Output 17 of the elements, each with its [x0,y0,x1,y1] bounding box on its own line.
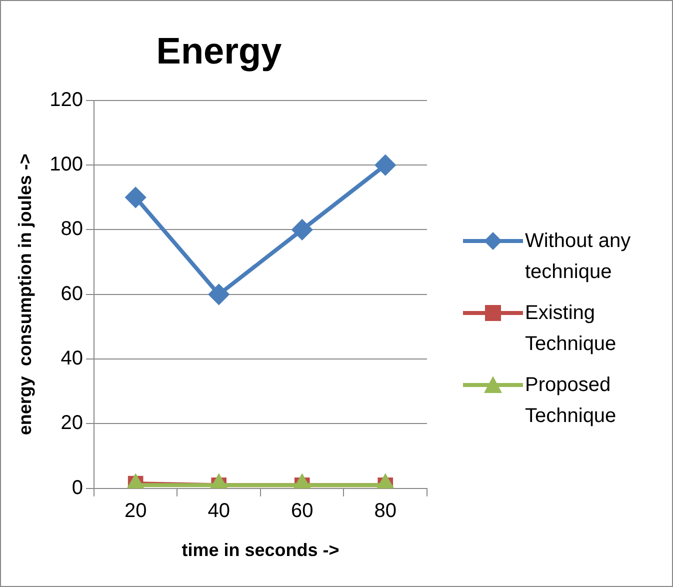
x-tick-label: 20 [124,500,147,522]
y-tick-label: 20 [60,412,83,434]
x-axis-title: time in seconds -> [182,540,340,560]
y-tick-label: 0 [72,476,83,499]
y-axis-title: energy consumption in joules -> [14,154,35,436]
y-tick-label: 40 [60,348,83,370]
x-tick-label: 60 [290,500,314,522]
legend-label: Without any technique [525,229,632,285]
y-tick-label: 80 [60,218,83,240]
legend-label: Existing Technique [525,301,618,357]
chart-title: Energy [156,30,282,72]
legend-label: Proposed Technique [525,373,618,429]
x-tick-label: 80 [374,500,396,522]
y-tick-label: 100 [50,154,83,176]
y-tick-label: 60 [60,282,83,305]
x-tick-label: 40 [208,500,230,522]
y-tick-label: 120 [50,88,83,111]
